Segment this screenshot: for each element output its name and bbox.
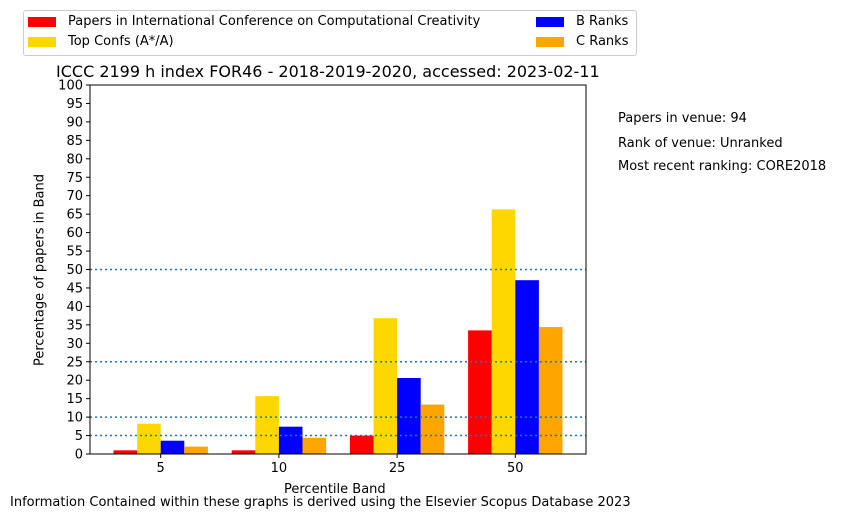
- y-tick-label: 0: [75, 448, 83, 463]
- legend-item-top-confs: Top Confs (A*/A): [28, 34, 174, 50]
- bar-5-series-1: [137, 423, 161, 454]
- y-tick-label: 80: [66, 152, 83, 167]
- bar-50-series-1: [491, 209, 516, 454]
- y-tick-label: 55: [66, 245, 83, 260]
- y-tick-label: 20: [66, 374, 83, 389]
- bar-5-series-0: [113, 450, 138, 454]
- bar-50-series-3: [538, 327, 563, 454]
- legend-swatch-icc: [28, 17, 56, 27]
- x-axis-label: Percentile Band: [284, 482, 386, 497]
- bar-10-series-1: [255, 396, 279, 454]
- x-tick-label: 25: [389, 461, 406, 476]
- most-recent-ranking: Most recent ranking: CORE2018: [618, 159, 827, 174]
- bar-5-series-3: [184, 446, 208, 454]
- legend-item-icc: Papers in International Conference on Co…: [28, 14, 480, 30]
- legend-swatch-b-ranks: [536, 17, 564, 27]
- x-tick-label: 5: [157, 461, 165, 476]
- y-tick-label: 85: [66, 134, 83, 149]
- bar-10-series-3: [302, 437, 327, 454]
- y-tick-label: 100: [58, 79, 83, 94]
- y-tick-label: 50: [66, 263, 83, 278]
- y-tick-label: 60: [66, 226, 83, 241]
- chart-title: ICCC 2199 h index FOR46 - 2018-2019-2020…: [56, 62, 600, 81]
- legend-swatch-top-confs: [28, 37, 56, 47]
- bar-10-series-0: [231, 450, 256, 454]
- legend-label-b-ranks: B Ranks: [576, 14, 629, 29]
- x-tick-label: 10: [271, 461, 288, 476]
- y-tick-label: 95: [66, 97, 83, 112]
- rank-of-venue: Rank of venue: Unranked: [618, 136, 783, 151]
- y-tick-label: 30: [66, 337, 83, 352]
- y-tick-label: 70: [66, 189, 83, 204]
- y-tick-label: 45: [66, 281, 83, 296]
- y-tick-label: 15: [66, 392, 83, 407]
- bar-5-series-2: [160, 440, 185, 454]
- bar-50-series-2: [515, 280, 539, 454]
- bar-25-series-3: [420, 404, 445, 454]
- y-axis-label: Percentage of papers in Band: [32, 173, 48, 367]
- y-tick-label: 5: [75, 429, 83, 444]
- y-tick-label: 10: [66, 411, 83, 426]
- y-tick-label: 40: [66, 300, 83, 315]
- bar-10-series-2: [278, 426, 303, 454]
- y-tick-label: 90: [66, 115, 83, 130]
- legend-label-icc: Papers in International Conference on Co…: [68, 14, 481, 29]
- legend-item-b-ranks: B Ranks: [536, 14, 628, 30]
- footer-note: Information Contained within these graph…: [10, 495, 631, 510]
- legend-label-top-confs: Top Confs (A*/A): [68, 34, 174, 49]
- y-tick-label: 35: [66, 318, 83, 333]
- y-tick-label: 65: [66, 208, 83, 223]
- legend-item-c-ranks: C Ranks: [536, 34, 628, 50]
- y-tick-label: 25: [66, 355, 83, 370]
- legend-label-c-ranks: C Ranks: [576, 34, 629, 49]
- y-tick-label: 75: [66, 171, 83, 186]
- x-tick-label: 50: [507, 461, 524, 476]
- bar-25-series-0: [349, 435, 374, 454]
- bar-25-series-1: [373, 318, 398, 454]
- papers-in-venue: Papers in venue: 94: [618, 111, 747, 126]
- legend-swatch-c-ranks: [536, 37, 564, 47]
- bar-25-series-2: [397, 377, 421, 454]
- legend: Papers in International Conference on Co…: [23, 10, 637, 56]
